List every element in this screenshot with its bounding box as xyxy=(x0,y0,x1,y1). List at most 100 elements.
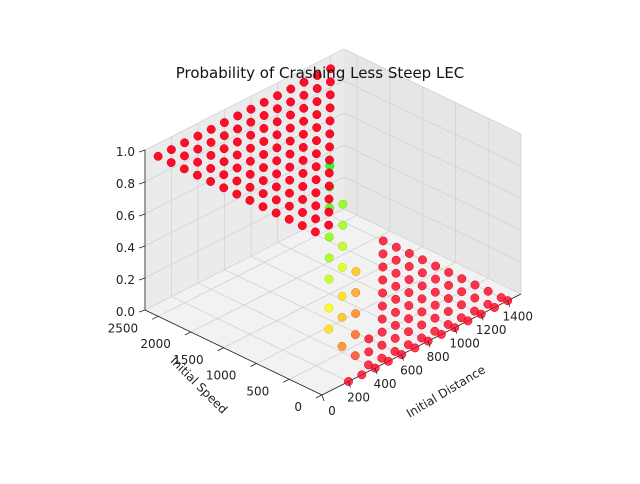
data-point xyxy=(324,207,334,217)
data-point xyxy=(206,137,216,147)
data-point xyxy=(232,189,242,199)
data-point xyxy=(430,313,440,323)
gridline xyxy=(343,80,522,167)
x-tick xyxy=(454,327,458,334)
data-point xyxy=(219,131,229,141)
data-point xyxy=(206,164,216,173)
data-point xyxy=(271,195,281,205)
data-point xyxy=(391,268,401,278)
data-point xyxy=(443,294,453,303)
y-tick-label: 500 xyxy=(246,384,269,398)
z-tick xyxy=(138,149,146,153)
z-tick-label: 0.4 xyxy=(116,241,135,255)
side-pane xyxy=(344,49,521,294)
data-point xyxy=(430,300,440,310)
data-point xyxy=(312,110,322,120)
data-point xyxy=(298,168,308,178)
gridline xyxy=(190,230,391,333)
data-point xyxy=(219,144,229,154)
data-point xyxy=(271,208,281,218)
y-tick xyxy=(250,363,257,367)
data-point xyxy=(391,294,401,304)
data-point xyxy=(378,236,388,246)
data-point xyxy=(311,201,321,211)
data-point xyxy=(378,249,388,259)
data-point xyxy=(219,157,229,167)
data-point xyxy=(299,90,309,100)
data-point xyxy=(490,303,499,312)
data-point xyxy=(391,307,400,317)
x-tick xyxy=(427,341,431,348)
data-point xyxy=(285,162,295,172)
data-point xyxy=(232,176,242,186)
data-point xyxy=(324,274,334,284)
data-point xyxy=(246,104,256,114)
data-point xyxy=(430,287,440,297)
data-point xyxy=(272,156,282,166)
data-point xyxy=(417,281,427,291)
data-point xyxy=(326,64,336,74)
gridline xyxy=(144,48,345,151)
y-tick-label: 1500 xyxy=(173,353,204,367)
data-point xyxy=(311,214,321,224)
z-tick-label: 1.0 xyxy=(116,145,135,159)
data-point xyxy=(324,181,334,191)
data-point xyxy=(193,131,203,141)
data-point xyxy=(272,104,282,114)
data-point xyxy=(273,91,282,101)
data-point xyxy=(391,281,401,291)
data-point xyxy=(397,350,407,360)
data-point xyxy=(284,201,294,211)
x-tick-label: 800 xyxy=(427,350,450,364)
x-axis-line xyxy=(321,293,522,396)
data-point xyxy=(377,327,387,337)
data-point xyxy=(298,182,308,191)
data-point xyxy=(378,288,388,298)
data-point xyxy=(233,111,243,121)
data-point xyxy=(436,329,446,339)
data-point xyxy=(410,343,420,353)
data-point xyxy=(259,137,269,146)
data-point xyxy=(258,189,268,199)
x-tick-label: 1000 xyxy=(449,337,480,351)
data-point xyxy=(325,129,335,139)
data-points xyxy=(153,64,513,386)
data-point xyxy=(299,103,309,113)
data-point xyxy=(298,155,308,165)
data-point xyxy=(219,183,229,193)
floor-pane xyxy=(145,209,521,395)
data-point xyxy=(338,220,348,230)
data-point xyxy=(404,327,413,337)
y-tick xyxy=(184,331,192,336)
data-point xyxy=(391,255,401,265)
data-point xyxy=(463,316,473,326)
data-point xyxy=(351,309,361,319)
data-point xyxy=(390,320,400,330)
data-point xyxy=(377,314,387,324)
data-point xyxy=(378,275,388,285)
y-tick-label: 1000 xyxy=(206,369,237,383)
data-point xyxy=(338,199,348,209)
y-tick-label: 2500 xyxy=(108,321,139,335)
data-point xyxy=(378,262,388,272)
data-point xyxy=(338,241,348,251)
data-point xyxy=(391,242,401,252)
z-tick xyxy=(138,277,146,281)
gridline xyxy=(144,208,345,311)
gridline xyxy=(144,112,345,215)
y-tick-label: 0 xyxy=(294,400,302,414)
data-point xyxy=(325,103,335,113)
data-point xyxy=(404,275,414,285)
x-tick xyxy=(480,314,484,321)
data-point xyxy=(350,330,360,340)
gridline xyxy=(144,176,345,279)
data-point xyxy=(310,227,320,237)
data-point xyxy=(364,334,374,344)
data-point xyxy=(298,208,307,217)
data-point xyxy=(259,150,269,159)
data-point xyxy=(192,170,202,180)
gridline xyxy=(197,282,376,369)
data-point xyxy=(286,84,296,94)
data-point xyxy=(299,116,309,126)
